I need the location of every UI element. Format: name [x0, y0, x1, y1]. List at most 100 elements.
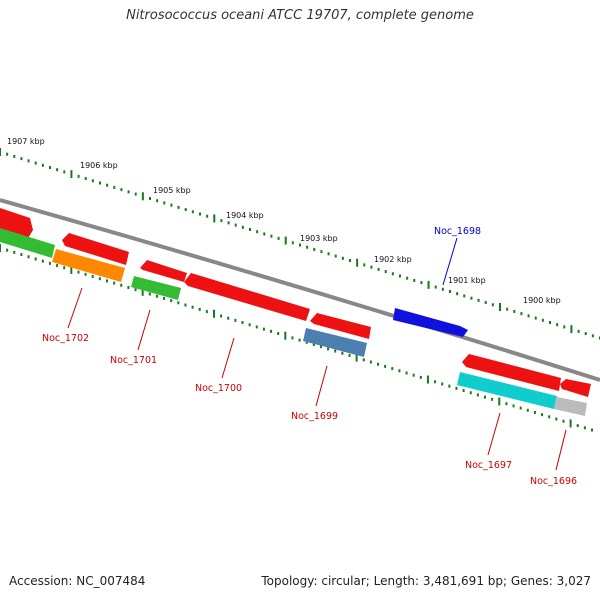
scale-tick [356, 258, 359, 267]
scale-tick [563, 325, 566, 329]
reverse-colored-genes [0, 228, 587, 416]
scale-tick [291, 241, 294, 245]
scale-tick [177, 205, 180, 209]
scale-tick [534, 316, 537, 320]
scale-tick [526, 408, 529, 412]
scale-tick [484, 301, 487, 305]
scale-label-1903: 1903 kbp [300, 234, 338, 243]
scale-tick [305, 340, 308, 344]
scale-tick [227, 221, 230, 225]
scale-tick [105, 279, 108, 283]
scale-tick [406, 276, 409, 280]
gene-bar-green-left[interactable] [0, 228, 55, 258]
scale-tick [41, 259, 44, 263]
scale-tick [363, 263, 366, 267]
genome-summary-text: Topology: circular; Length: 3,481,691 bp… [261, 574, 591, 588]
scale-tick [555, 417, 558, 421]
gene-label-noc-1697[interactable]: Noc_1697 [465, 460, 512, 471]
scale-tick [248, 323, 251, 327]
scale-tick [541, 318, 544, 322]
scale-tick [570, 325, 573, 334]
scale-tick [306, 245, 309, 249]
scale-tick [341, 351, 344, 355]
scale-tick [405, 371, 408, 375]
gene-label-noc-1699[interactable]: Noc_1699 [291, 411, 338, 422]
scale-tick [412, 373, 415, 377]
gene-bar-green[interactable] [131, 276, 181, 300]
scale-tick [284, 236, 287, 245]
scale-tick [583, 426, 586, 430]
gene-bar-cyan[interactable] [457, 372, 557, 409]
scale-tick [541, 413, 544, 417]
scale-tick [426, 375, 429, 384]
scale-tick [77, 270, 80, 274]
scale-tick [91, 179, 94, 183]
scale-tick [27, 255, 30, 259]
gene-arrow-1697-upper[interactable] [462, 354, 561, 391]
gene-arrow-1702-upper[interactable] [62, 233, 129, 265]
gene-bar-orange[interactable] [52, 249, 125, 282]
scale-tick [327, 252, 330, 256]
gene-label-noc-1700[interactable]: Noc_1700 [195, 383, 242, 394]
scale-tick [148, 292, 151, 296]
gene-arrow-1701-upper[interactable] [140, 260, 187, 282]
scale-tick [0, 244, 1, 252]
gene-arrow-1696-upper[interactable] [560, 379, 591, 397]
scale-label-1905: 1905 kbp [153, 186, 191, 195]
gene-arrow-1698[interactable] [393, 308, 468, 337]
gene-labels: Noc_1698 Noc_1702 Noc_1701 Noc_1700 Noc_… [42, 226, 577, 487]
gene-label-noc-1702[interactable]: Noc_1702 [42, 333, 89, 344]
scale-tick [99, 181, 101, 185]
genome-backbone [0, 198, 600, 382]
scale-tick [519, 406, 522, 410]
scale-tick [362, 358, 365, 362]
scale-tick [391, 367, 394, 371]
scale-tick [370, 265, 373, 269]
scale-tick [577, 329, 580, 333]
scale-tick [84, 272, 87, 276]
scale-label-1901: 1901 kbp [448, 276, 486, 285]
scale-tick [134, 192, 137, 196]
scale-tick [170, 299, 173, 303]
leader-noc-1700 [221, 337, 235, 379]
scale-tick [249, 228, 251, 231]
scale-tick [377, 362, 380, 366]
gene-arrow-1699-upper[interactable] [310, 313, 371, 339]
scale-tick [277, 332, 280, 336]
scale-tick [334, 349, 337, 353]
scale-tick [462, 389, 465, 393]
scale-tick [434, 380, 437, 384]
scale-tick [227, 316, 230, 320]
gene-label-noc-1696[interactable]: Noc_1696 [530, 476, 577, 487]
scale-tick [470, 296, 473, 300]
scale-tick [156, 199, 159, 203]
scale-label-1906: 1906 kbp [80, 161, 118, 170]
scale-tick [56, 168, 59, 172]
gene-label-noc-1701[interactable]: Noc_1701 [110, 355, 157, 366]
scale-tick [263, 232, 266, 236]
scale-tick [491, 397, 494, 401]
scale-tick [319, 345, 322, 349]
scale-tick [170, 203, 173, 207]
scale-label-1907: 1907 kbp [7, 137, 45, 146]
scale-tick [34, 257, 37, 261]
leader-noc-1696 [555, 429, 567, 471]
scale-tick [399, 274, 401, 278]
scale-tick [212, 309, 215, 318]
scale-label-1902: 1902 kbp [374, 255, 412, 264]
scale-tick [77, 174, 80, 178]
scale-tick [191, 210, 194, 214]
scale-tick [455, 386, 458, 390]
gene-bar-gray[interactable] [554, 397, 587, 416]
gene-label-noc-1698[interactable]: Noc_1698 [434, 226, 481, 237]
gene-arrow-1700[interactable] [184, 273, 310, 321]
scale-tick [491, 303, 494, 307]
scale-label-1904: 1904 kbp [226, 211, 264, 220]
scale-tick [441, 287, 444, 291]
scale-tick [398, 369, 401, 373]
scale-tick [277, 236, 280, 240]
gene-bar-steelblue[interactable] [303, 328, 367, 357]
leader-noc-1697 [487, 412, 501, 456]
scale-labels: 1907 kbp 1906 kbp 1905 kbp 1904 kbp 1903… [7, 137, 561, 305]
